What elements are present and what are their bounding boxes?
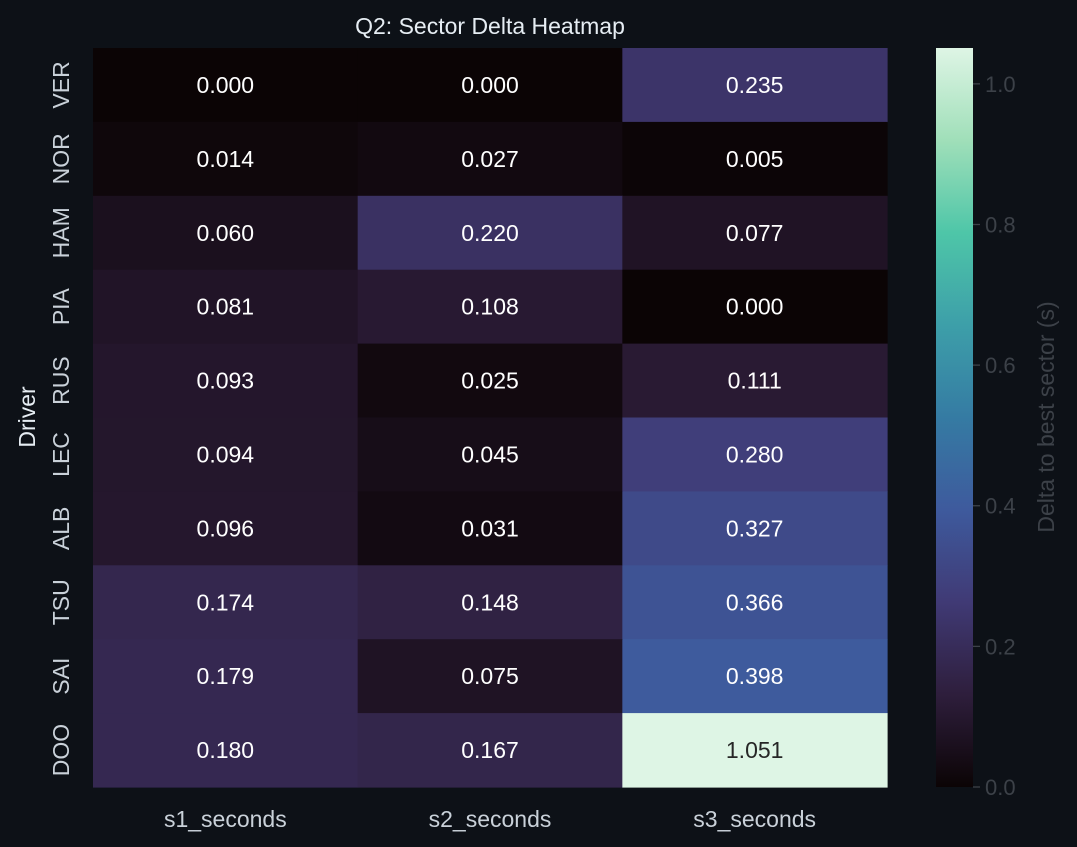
y-tick-label: LEC bbox=[48, 432, 74, 477]
heatmap-cell bbox=[93, 121, 359, 197]
colorbar-tick-label: 0.2 bbox=[985, 634, 1016, 659]
heatmap-cell bbox=[357, 417, 623, 492]
y-tick-label: DOO bbox=[48, 724, 74, 776]
heatmap-cell-value: 0.093 bbox=[197, 368, 255, 394]
chart-title: Q2: Sector Delta Heatmap bbox=[355, 13, 625, 39]
heatmap-cell bbox=[622, 713, 888, 788]
colorbar bbox=[936, 48, 973, 787]
heatmap-cell-value: 0.045 bbox=[461, 441, 519, 467]
heatmap-cell bbox=[357, 195, 623, 271]
heatmap-cell bbox=[357, 491, 623, 566]
y-tick-label: ALB bbox=[48, 507, 74, 550]
y-tick-label: SAI bbox=[48, 658, 74, 695]
heatmap-cell-value: 0.094 bbox=[197, 441, 255, 467]
heatmap-cell-value: 0.108 bbox=[461, 294, 519, 320]
heatmap-cell-value: 0.005 bbox=[726, 146, 784, 172]
heatmap-cell bbox=[622, 195, 888, 271]
heatmap-cell-value: 0.366 bbox=[726, 589, 784, 615]
colorbar-tick-label: 0.4 bbox=[985, 494, 1016, 519]
heatmap-cell-value: 0.180 bbox=[197, 737, 255, 763]
x-axis-tick-labels: s1_seconds s2_seconds s3_seconds bbox=[164, 806, 816, 832]
heatmap-cell bbox=[93, 639, 359, 714]
heatmap-cell bbox=[622, 121, 888, 197]
heatmap-cell bbox=[93, 417, 359, 492]
heatmap-cell-labels: 0.000 0.000 0.235 0.014 0.027 0.005 0.060 0.220… bbox=[197, 72, 784, 763]
y-axis-tick-labels: VER NOR HAM PIA RUS LEC ALB TSU SAI DOO bbox=[48, 61, 74, 776]
heatmap-cell bbox=[93, 343, 359, 419]
heatmap-cell-value: 0.174 bbox=[197, 589, 255, 615]
x-tick-label: s2_seconds bbox=[429, 806, 552, 832]
heatmap-cell bbox=[357, 269, 623, 345]
heatmap-cell bbox=[357, 713, 623, 788]
heatmap-cells bbox=[93, 48, 888, 788]
heatmap-cell-value: 0.235 bbox=[726, 72, 784, 98]
heatmap-cell-value: 0.060 bbox=[197, 220, 255, 246]
colorbar-tick-label: 0.6 bbox=[985, 353, 1016, 378]
colorbar-tick-label: 0.8 bbox=[985, 212, 1016, 237]
heatmap-cell bbox=[357, 639, 623, 714]
heatmap-cell-value: 0.075 bbox=[461, 663, 519, 689]
x-tick-label: s3_seconds bbox=[693, 806, 816, 832]
heatmap-cell-value: 0.014 bbox=[197, 146, 255, 172]
heatmap-cell-value: 0.027 bbox=[461, 146, 519, 172]
heatmap-cell-value: 0.280 bbox=[726, 441, 784, 467]
heatmap-cell bbox=[622, 269, 888, 345]
heatmap-cell-value: 0.025 bbox=[461, 368, 519, 394]
heatmap-cell-value: 0.398 bbox=[726, 663, 784, 689]
heatmap-cell bbox=[93, 48, 359, 123]
x-tick-label: s1_seconds bbox=[164, 806, 287, 832]
heatmap-cell bbox=[622, 343, 888, 419]
y-tick-label: TSU bbox=[48, 579, 74, 625]
heatmap-cell bbox=[93, 195, 359, 271]
heatmap-cell bbox=[93, 713, 359, 788]
colorbar-label: Delta to best sector (s) bbox=[1033, 301, 1059, 532]
colorbar-tick-label: 1.0 bbox=[985, 72, 1016, 97]
heatmap-cell bbox=[622, 48, 888, 123]
heatmap-cell bbox=[357, 48, 623, 123]
heatmap-cell bbox=[357, 121, 623, 197]
heatmap-cell bbox=[622, 417, 888, 492]
heatmap-cell bbox=[93, 491, 359, 566]
heatmap-cell-value: 0.167 bbox=[461, 737, 519, 763]
y-tick-label: HAM bbox=[48, 207, 74, 258]
heatmap-cell bbox=[357, 343, 623, 419]
heatmap-cell-value: 0.220 bbox=[461, 220, 519, 246]
heatmap-cell-value: 0.096 bbox=[197, 515, 255, 541]
heatmap-cell-value: 0.148 bbox=[461, 589, 519, 615]
y-tick-label: NOR bbox=[48, 133, 74, 184]
heatmap-cell bbox=[622, 639, 888, 714]
heatmap-cell-value: 1.051 bbox=[726, 737, 784, 763]
heatmap-cell-value: 0.179 bbox=[197, 663, 255, 689]
heatmap-cell bbox=[357, 565, 623, 640]
colorbar-ticks: 0.0 0.2 0.4 0.6 0.8 1.0 bbox=[973, 72, 1016, 800]
colorbar-tick-label: 0.0 bbox=[985, 775, 1016, 800]
heatmap-cell bbox=[622, 491, 888, 566]
heatmap-cell bbox=[93, 565, 359, 640]
y-axis-label: Driver bbox=[14, 386, 40, 448]
heatmap-cell bbox=[622, 565, 888, 640]
heatmap-cell-value: 0.000 bbox=[197, 72, 255, 98]
heatmap-cell-value: 0.000 bbox=[726, 294, 784, 320]
heatmap-cell-value: 0.000 bbox=[461, 72, 519, 98]
heatmap-cell-value: 0.077 bbox=[726, 220, 784, 246]
heatmap-cell bbox=[93, 269, 359, 345]
heatmap-cell-value: 0.327 bbox=[726, 515, 784, 541]
heatmap-cell-value: 0.111 bbox=[728, 368, 782, 394]
heatmap-cell-value: 0.031 bbox=[461, 515, 519, 541]
y-tick-label: RUS bbox=[48, 356, 74, 405]
y-tick-label: VER bbox=[48, 61, 74, 108]
heatmap-cell-value: 0.081 bbox=[197, 294, 255, 320]
y-tick-label: PIA bbox=[48, 287, 74, 325]
